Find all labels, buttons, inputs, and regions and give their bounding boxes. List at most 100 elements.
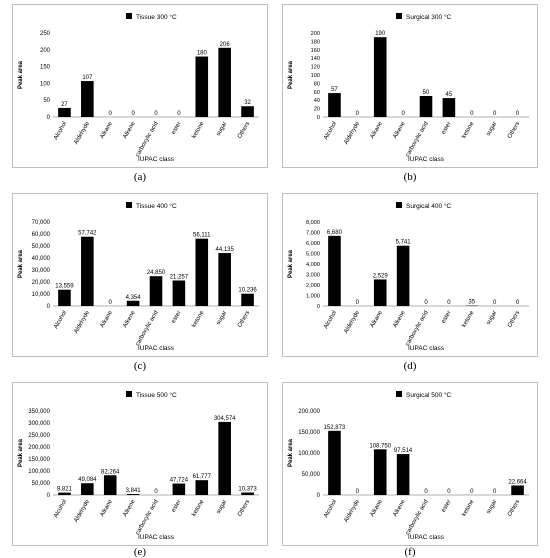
bar-value-label: 45 [446,92,453,98]
bar-value-label: 22,664 [508,479,527,485]
x-tick-label: Others [237,121,251,140]
bar-value-label: 0 [516,300,520,306]
legend-swatch [396,391,402,397]
chart-panel-a: Tissue 300 °C 0 50 100 150 200 250 Peak area 27 A… [12,4,268,168]
y-axis-label: Peak area [18,249,24,278]
legend-label: Tissue 500 °C [136,391,177,399]
y-axis-label: Peak area [18,60,24,89]
bar [328,93,341,117]
x-tick-label: Alkane [370,309,385,328]
bar [126,494,140,495]
y-tick-label: 200,000 [28,445,50,451]
y-tick-label: 50,000 [32,481,51,487]
x-tick-label: Aldehyde [73,498,91,523]
x-tick-label: Alcohol [323,121,338,141]
x-tick-label: Alkene [392,498,407,517]
bar-value-label: 0 [516,111,520,117]
y-axis-label: Peak area [18,438,24,467]
legend-label: Tissue 300 °C [136,13,177,21]
caption-e: (e) [133,546,147,558]
bar-value-label: 6,680 [327,230,343,236]
chart-panel-c: Tissue 400 °C 0 10,000 20,000 30,000 40,000 50… [12,193,268,357]
x-tick-label: sugar [486,499,499,515]
legend-swatch [396,202,402,208]
bar-value-label: 0 [356,489,360,495]
y-tick-label: 100,000 [28,469,50,475]
bar-value-label: 0 [493,111,497,117]
bar-value-label: 108,750 [369,443,391,449]
bar-value-label: 9,821 [57,487,73,493]
bar [241,293,254,306]
bar [218,47,231,118]
bar-value-label: 107 [82,75,93,81]
y-tick-label: 4,000 [306,262,320,268]
bar [58,289,71,306]
bar-value-label: 27 [61,102,68,108]
bar-value-label: 4,354 [126,295,142,301]
x-tick-label: Alcohol [53,310,68,330]
chart-svg-d: Surgical 400 °C 0 1,000 2,000 3,000 4,000 5,00… [288,202,529,352]
x-tick-label: ketone [191,120,206,139]
bar-value-label: 180 [197,51,208,57]
x-tick-label: Alkane [370,120,385,139]
legend-label: Surgical 500 °C [406,391,452,399]
x-tick-label: Alcohol [53,499,68,519]
bar-value-label: 0 [447,489,451,495]
x-tick-label: Aldehyde [343,309,361,334]
bar-value-label: 57 [331,87,338,93]
bar-value-label: 0 [424,300,428,306]
bar [419,96,433,117]
bar [195,238,209,306]
y-tick-label: 7,000 [306,231,320,237]
y-tick-label: 200,000 [298,409,320,415]
bar-value-label: 49,084 [78,477,97,483]
x-tick-label: ester [441,310,453,325]
x-axis-label: IUPAC class [408,534,445,541]
y-tick-label: 30,000 [32,268,51,274]
chart-svg-b: Surgical 300 °C 0 20 40 60 80 100 120 140 160 180 2… [288,13,529,163]
x-tick-label: carboxylic acid [135,310,160,347]
y-tick-label: 8,000 [306,220,320,226]
y-tick-label: 50,000 [32,244,51,250]
bar [81,236,94,306]
bar [149,276,163,306]
y-tick-label: 10,000 [32,292,51,298]
y-tick-label: 50,000 [302,472,321,478]
x-tick-label: sugar [486,121,499,137]
x-tick-label: carboxylic acid [405,499,430,536]
x-tick-label: ester [171,121,183,136]
y-tick-label: 50 [43,98,50,104]
x-tick-label: ester [171,499,183,514]
x-tick-label: Aldehyde [73,309,91,334]
y-tick-label: 0 [47,493,51,499]
y-tick-label: 250,000 [28,433,50,439]
bar-value-label: 0 [424,489,428,495]
legend-swatch [126,13,132,19]
y-tick-label: 40,000 [32,256,51,262]
x-tick-label: Alkene [122,120,137,139]
y-tick-label: 60,000 [32,232,51,238]
caption-b: (b) [403,171,417,183]
x-tick-label: sugar [486,310,499,326]
bar [195,480,209,495]
legend-label: Surgical 300 °C [406,13,452,21]
legend-label: Tissue 400 °C [136,202,177,210]
bar-value-label: 97,514 [394,448,413,454]
x-tick-label: Others [237,310,251,329]
bar-value-label: 61,777 [193,474,212,480]
y-tick-label: 70,000 [32,220,51,226]
bar-value-label: 0 [493,489,497,495]
bar [81,81,94,117]
bar-value-label: 21,257 [170,274,189,280]
x-tick-label: Others [507,499,521,518]
y-tick-label: 150 [40,65,51,71]
chart-svg-c: Tissue 400 °C 0 10,000 20,000 30,000 40,000 50… [18,202,259,352]
y-tick-label: 250 [40,31,51,37]
x-tick-label: Others [237,499,251,518]
x-tick-label: Aldehyde [73,120,91,145]
x-axis-label: IUPAC class [408,345,445,352]
bar-value-label: 44,135 [215,247,234,253]
caption-f: (f) [404,546,416,558]
bar-value-label: 152,873 [324,425,346,431]
x-axis-label: IUPAC class [138,156,175,163]
